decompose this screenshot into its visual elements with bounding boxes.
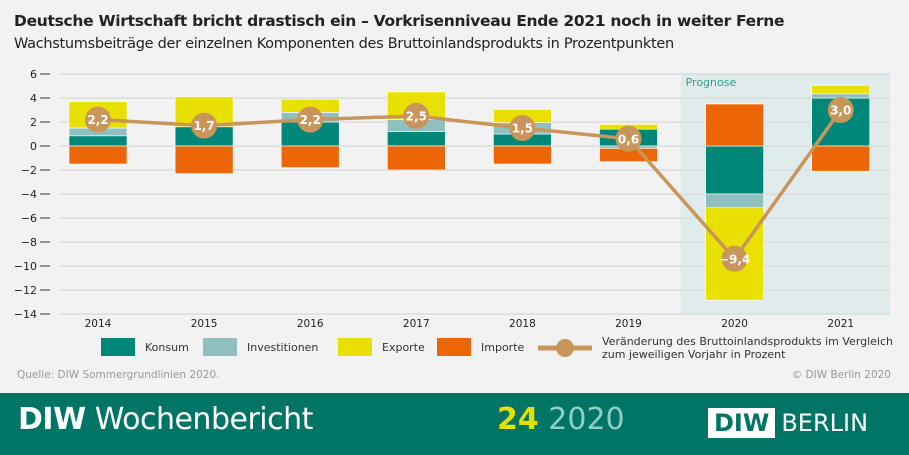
gdp-line bbox=[97, 108, 843, 262]
y-tick-label: −4 bbox=[21, 188, 37, 201]
y-tick-label: −14 bbox=[14, 308, 37, 321]
gdp-point bbox=[615, 125, 642, 152]
gdp-point bbox=[297, 106, 324, 133]
bar-importe bbox=[174, 145, 234, 174]
x-tick-label: 2021 bbox=[827, 318, 854, 330]
prognose-label: Prognose bbox=[686, 76, 737, 89]
bar-importe bbox=[493, 145, 552, 165]
gdp-point bbox=[509, 115, 536, 141]
y-tick-label: −12 bbox=[14, 284, 37, 297]
legend-label: Importe bbox=[481, 340, 525, 354]
x-tick-label: 2014 bbox=[85, 318, 112, 330]
issue-number: 24 bbox=[497, 402, 539, 437]
y-tick-label: −2 bbox=[21, 164, 37, 177]
y-tick-label: −8 bbox=[21, 236, 37, 249]
legend-swatch-importe bbox=[437, 338, 471, 356]
y-tick-label: 4 bbox=[30, 92, 37, 105]
bar-importe bbox=[68, 145, 128, 165]
y-tick-label: −6 bbox=[21, 212, 37, 225]
bar-importe bbox=[280, 145, 340, 168]
issue: 24 2020 bbox=[497, 402, 625, 437]
brand-bold: DIW bbox=[18, 402, 86, 437]
y-tick-label: 0 bbox=[30, 140, 37, 153]
gdp-data-label: 2,5 bbox=[406, 110, 427, 124]
bar-konsum bbox=[705, 145, 764, 195]
gdp-point bbox=[403, 103, 430, 129]
x-tick-label: 2015 bbox=[191, 318, 218, 330]
legend-bip-line: Veränderung des Bruttoinlandsprodukts im… bbox=[538, 335, 893, 361]
copyright: © DIW Berlin 2020 bbox=[791, 369, 891, 381]
gdp-data-label: 2,2 bbox=[300, 113, 321, 127]
diw-logo: DIW BERLIN bbox=[708, 408, 868, 438]
gdp-data-label: 1,5 bbox=[512, 122, 533, 136]
y-tick-label: −10 bbox=[14, 260, 37, 273]
legend-label: zum jeweiligen Vorjahr in Prozent bbox=[602, 348, 786, 361]
x-tick-label: 2018 bbox=[509, 318, 536, 330]
publication-name: DIW Wochenbericht bbox=[18, 402, 313, 437]
bar-konsum bbox=[386, 131, 446, 147]
legend-label: Veränderung des Bruttoinlandsprodukts im… bbox=[602, 335, 894, 348]
legend-investitionen: Investitionen bbox=[203, 338, 318, 356]
logo-berlin: BERLIN bbox=[781, 409, 869, 437]
bar-importe bbox=[705, 103, 764, 147]
bar-importe bbox=[811, 145, 871, 172]
brand-text: Wochenbericht bbox=[94, 402, 314, 437]
bar-importe bbox=[386, 145, 446, 171]
legend-konsum: Konsum bbox=[101, 338, 189, 356]
gdp-data-label: −9,4 bbox=[719, 252, 750, 266]
chart-subtitle: Wachstumsbeiträge der einzelnen Komponen… bbox=[14, 36, 674, 52]
gdp-point bbox=[827, 97, 854, 123]
legend-label: Konsum bbox=[145, 340, 189, 354]
bar-konsum bbox=[68, 135, 128, 147]
legend-swatch-exporte bbox=[338, 338, 372, 356]
chart-title: Deutsche Wirtschaft bricht drastisch ein… bbox=[14, 12, 785, 30]
y-tick-label: 2 bbox=[30, 116, 37, 129]
bar-investitionen bbox=[705, 193, 764, 209]
gdp-point bbox=[191, 112, 218, 139]
legend-swatch-konsum bbox=[101, 338, 135, 356]
source-note: Quelle: DIW Sommergrundlinien 2020. bbox=[17, 369, 220, 381]
x-tick-label: 2016 bbox=[297, 318, 324, 330]
gdp-point bbox=[721, 245, 748, 272]
logo-diw: DIW bbox=[708, 408, 776, 438]
legend-swatch-investitionen bbox=[203, 338, 237, 356]
legend-importe: Importe bbox=[437, 338, 524, 356]
gdp-data-label: 2,2 bbox=[87, 113, 108, 127]
legend-label: Exporte bbox=[382, 340, 425, 354]
legend-label: Investitionen bbox=[247, 340, 319, 354]
gdp-data-label: 3,0 bbox=[830, 104, 851, 118]
gdp-point bbox=[85, 106, 111, 133]
issue-year: 2020 bbox=[548, 402, 625, 437]
bar-exporte bbox=[811, 85, 871, 95]
gdp-data-label: 1,7 bbox=[193, 119, 214, 133]
x-tick-label: 2019 bbox=[615, 318, 642, 330]
footer-banner: DIW Wochenbericht 24 2020 DIW BERLIN bbox=[0, 393, 909, 455]
legend-exporte: Exporte bbox=[338, 338, 425, 356]
legend-line-marker-icon bbox=[538, 339, 592, 357]
x-tick-label: 2020 bbox=[721, 318, 748, 330]
gdp-data-label: 0,6 bbox=[618, 132, 639, 146]
x-tick-label: 2017 bbox=[403, 318, 430, 330]
chart: Prognose 6 4 2 0 −2 −4 −6 −8 −10 −12 −14 2014 2015 201… bbox=[14, 68, 890, 330]
y-tick-label: 6 bbox=[30, 68, 37, 81]
